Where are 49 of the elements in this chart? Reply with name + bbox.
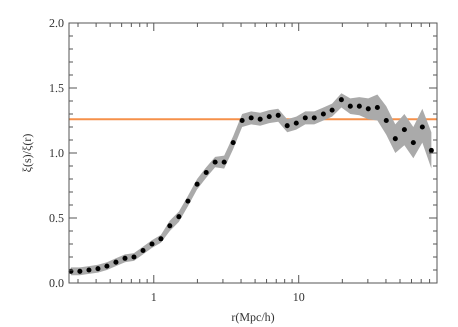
y-tick-label: 1.5	[49, 81, 64, 95]
y-tick-label: 1.0	[49, 146, 64, 160]
point	[113, 260, 118, 265]
point	[176, 214, 182, 220]
point	[77, 268, 82, 274]
point	[348, 104, 353, 109]
point	[194, 182, 200, 187]
point	[312, 115, 317, 120]
point	[276, 112, 281, 118]
x-tick-label: 1	[150, 290, 157, 304]
point	[258, 116, 263, 122]
point	[86, 267, 92, 273]
point	[248, 115, 254, 120]
point	[320, 111, 326, 117]
point	[428, 148, 434, 153]
point	[338, 97, 344, 102]
point	[402, 127, 407, 132]
point	[167, 223, 172, 228]
point	[122, 256, 128, 261]
x-tick-label: 10	[292, 290, 305, 304]
point	[240, 118, 245, 124]
point	[140, 248, 146, 254]
point	[330, 108, 335, 113]
point	[212, 160, 218, 165]
point	[410, 140, 416, 146]
point	[294, 120, 299, 126]
point	[392, 136, 398, 142]
point	[222, 160, 227, 165]
point	[420, 124, 425, 130]
point	[366, 106, 371, 112]
y-axis-title: ξ(s)/ξ(r)	[20, 134, 34, 172]
point	[185, 198, 190, 204]
point	[302, 115, 308, 120]
point	[95, 266, 100, 272]
point	[356, 104, 362, 109]
point	[104, 264, 110, 269]
y-tick-label: 0.0	[49, 276, 64, 290]
point	[374, 104, 380, 110]
point	[158, 236, 164, 242]
y-tick-label: 0.5	[49, 211, 64, 225]
point	[149, 241, 155, 247]
x-axis-title: r(Mpc/h)	[231, 310, 275, 324]
point	[266, 114, 272, 120]
point	[384, 118, 389, 124]
y-tick-label: 2.0	[49, 16, 64, 30]
point	[284, 123, 290, 128]
point	[204, 170, 209, 176]
point	[131, 254, 136, 260]
point	[230, 140, 236, 146]
